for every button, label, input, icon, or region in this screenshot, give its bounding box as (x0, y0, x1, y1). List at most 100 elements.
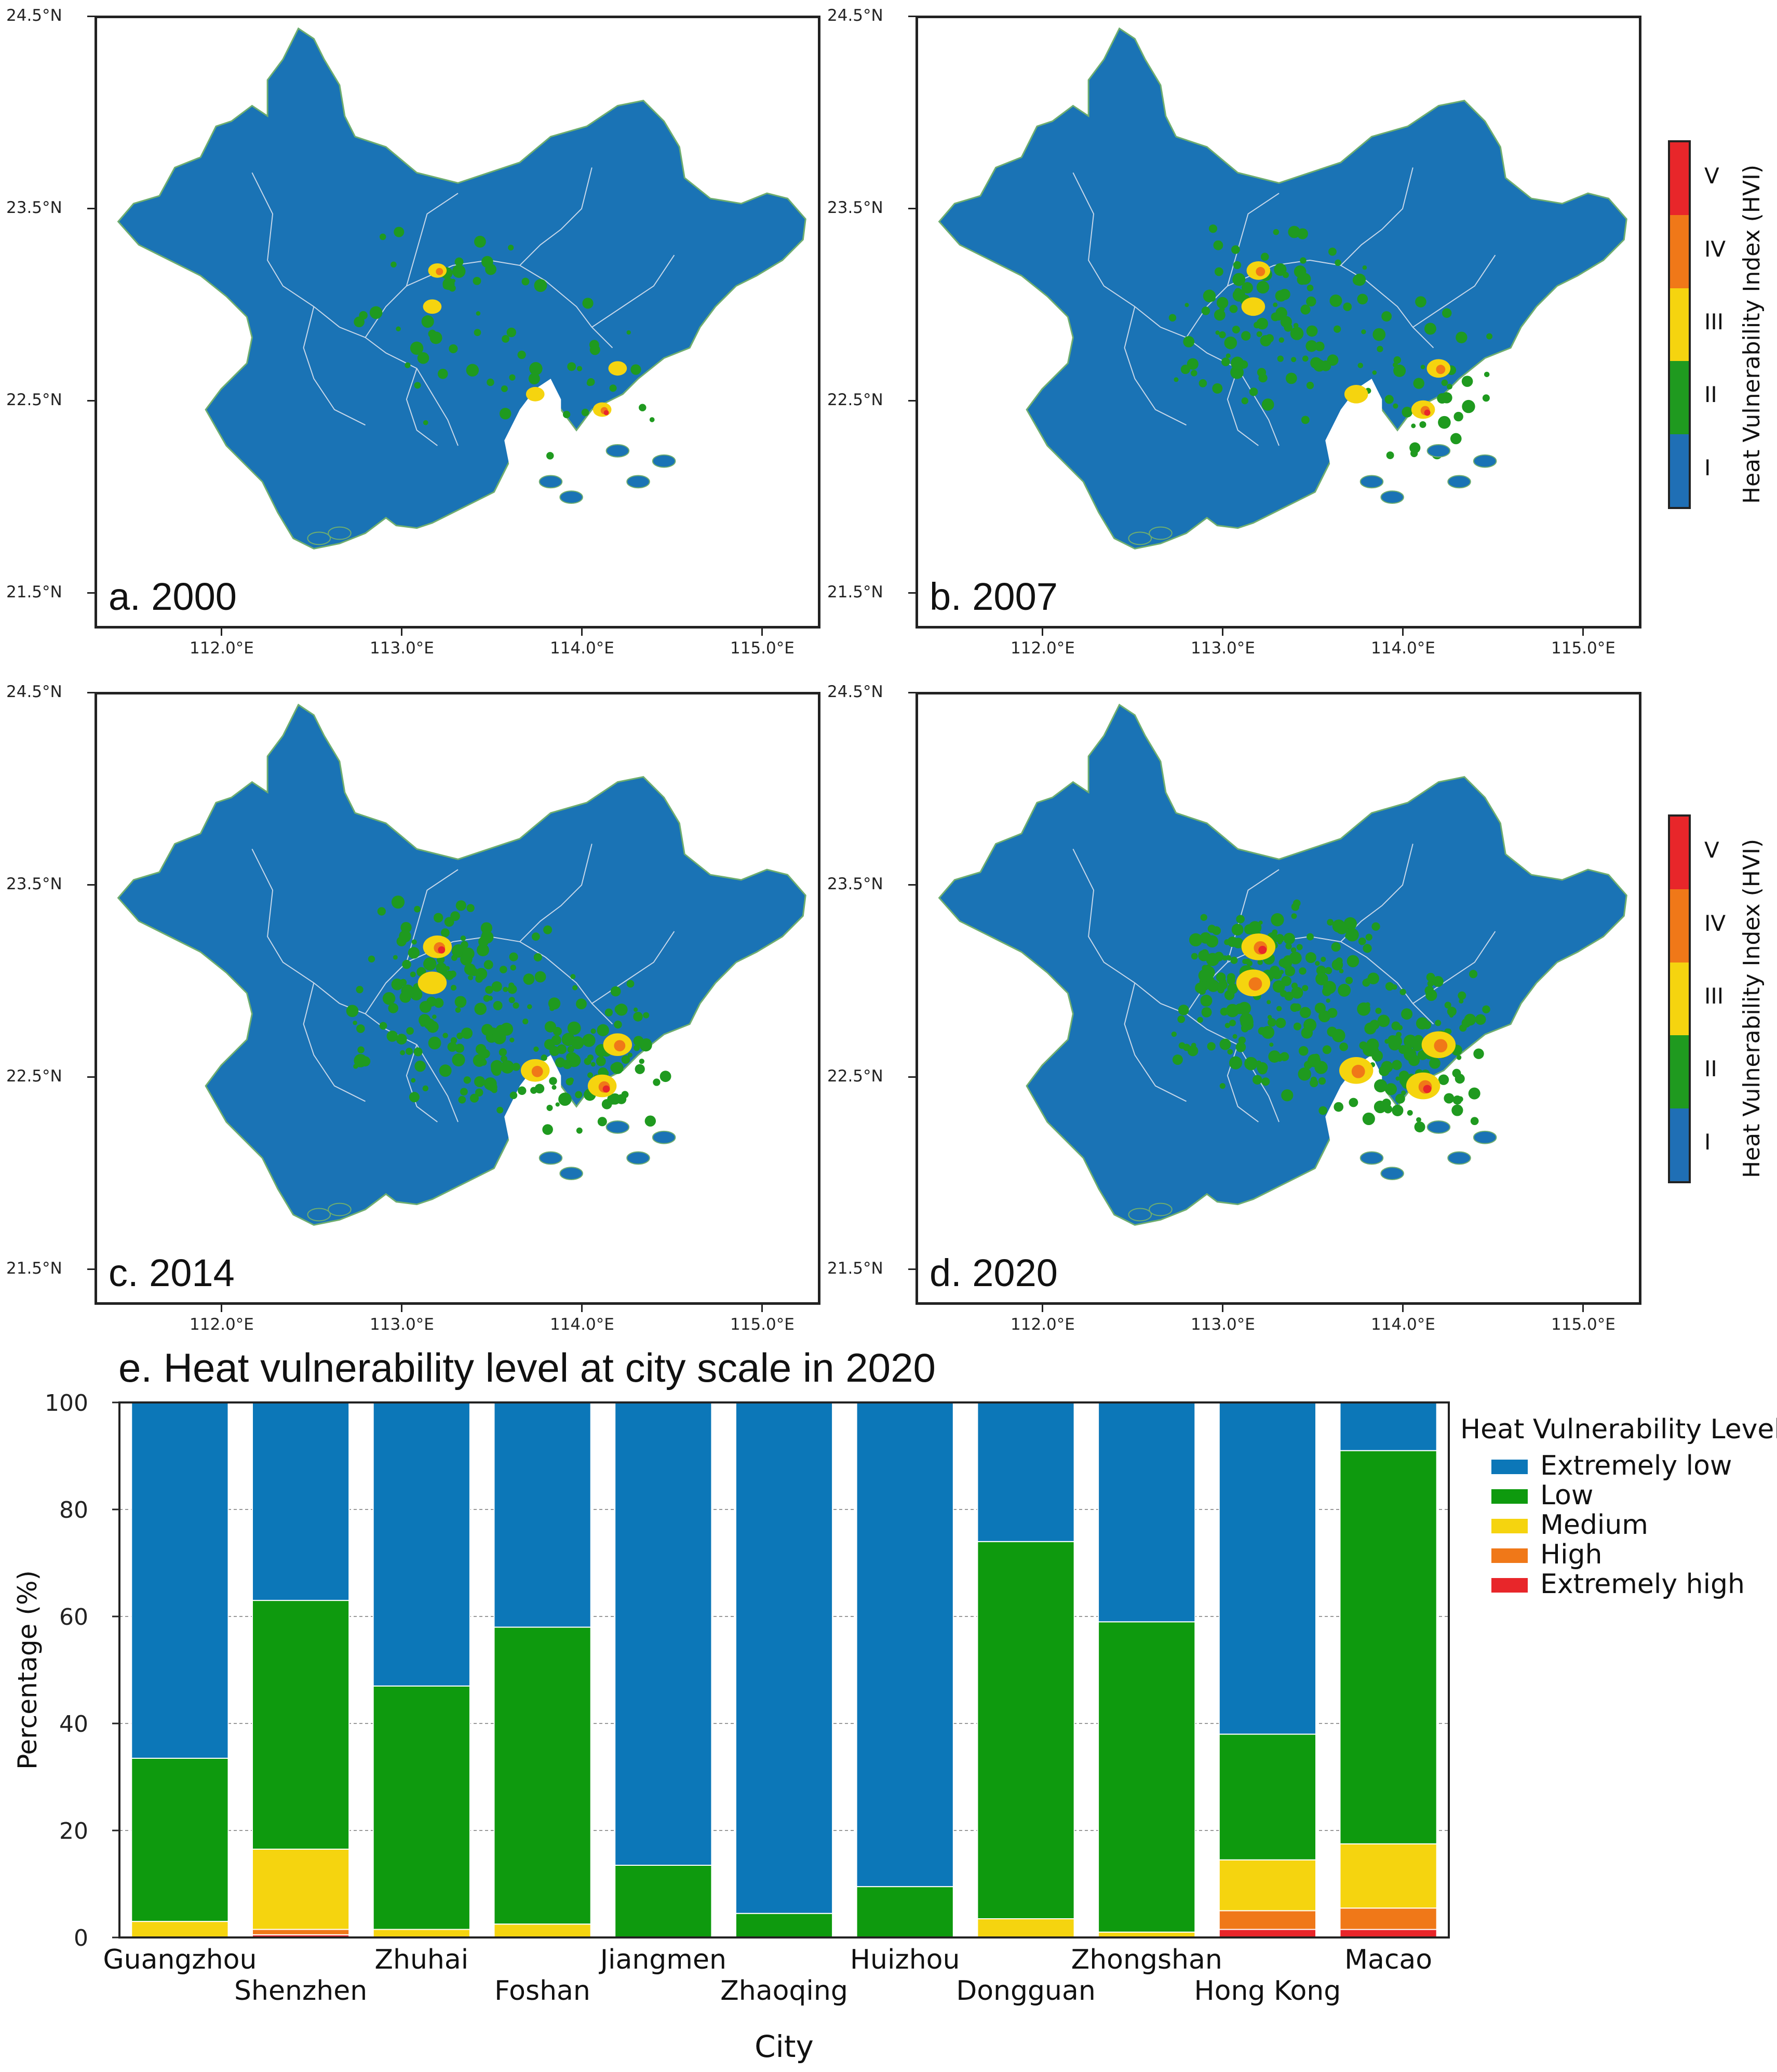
hvi-level-II (534, 1084, 545, 1094)
legend-swatch (1491, 1519, 1528, 1533)
latitude-tick-mark (908, 16, 916, 17)
hvi-level-II (1232, 325, 1240, 334)
hvi-level-II (509, 952, 518, 961)
hvi-level-II (544, 1021, 556, 1033)
colorbar-segment-V (1670, 142, 1689, 216)
city-boundary (519, 265, 613, 349)
latitude-tick-mark (87, 1076, 95, 1078)
longitude-tick-mark (221, 629, 222, 636)
x-tick-label: Macao (1344, 1944, 1432, 1975)
hvi-level-II (442, 278, 455, 290)
hvi-level-II (1395, 1076, 1400, 1081)
hvi-level-II (1464, 1013, 1476, 1026)
hvi-level-II (440, 928, 450, 938)
longitude-tick-label: 113.0°E (370, 639, 434, 658)
hvi-level-II (1299, 273, 1311, 285)
hvi-level-II (1219, 331, 1226, 339)
hvi-level-II (400, 1050, 406, 1055)
hvi-level-II (1241, 397, 1248, 405)
hvi-level-II (1224, 1023, 1230, 1028)
hvi-level-II (414, 382, 421, 389)
bar-segment-low (252, 1600, 350, 1850)
legend-title: Heat Vulnerability Level (1460, 1414, 1777, 1445)
island (1426, 1120, 1451, 1134)
hvi-level-II (597, 1024, 609, 1037)
hvi-level-II (1260, 252, 1269, 261)
hvi-level-II (1374, 1079, 1388, 1093)
hvi-level-II (1272, 980, 1285, 993)
hvi-level-II (473, 276, 481, 285)
pearl-river-estuary (504, 379, 561, 466)
hvi-level-II (1230, 365, 1244, 379)
latitude-tick-mark (908, 884, 916, 886)
hvi-level-II (1306, 296, 1316, 307)
hvi-level-II (1273, 229, 1280, 235)
hvi-level-II (1183, 1044, 1191, 1051)
longitude-tick-label: 114.0°E (550, 639, 614, 658)
hvi-level-II (458, 1095, 466, 1104)
hvi-level-II (1419, 421, 1426, 428)
colorbar-level-label: IV (1704, 236, 1726, 262)
hvi-level-II (413, 1047, 423, 1057)
hvi-level-II (509, 1037, 515, 1042)
hvi-level-II (1357, 363, 1364, 368)
hvi-level-II (1214, 952, 1224, 961)
hvi-level-II (464, 963, 476, 975)
hvi-level-II (1224, 336, 1237, 350)
hvi-level-II (410, 971, 416, 978)
hvi-level-II (1306, 381, 1314, 390)
hvi-level-II (1327, 1008, 1338, 1018)
hvi-level-II (379, 1022, 387, 1030)
city-boundary (406, 193, 459, 286)
hvi-level-II (1290, 947, 1297, 953)
hvi-level-II (1206, 935, 1219, 948)
hvi-level-II (567, 362, 576, 371)
hvi-level-II (1249, 387, 1258, 396)
hvi-level-II (1315, 972, 1328, 985)
hvi-level-II (551, 1035, 561, 1046)
hvi-level-II (1441, 379, 1448, 386)
hvi-level-II (649, 417, 655, 422)
hvi-level-II (1241, 331, 1251, 341)
hvi-level-II (463, 1076, 471, 1084)
hvi-level-II (1271, 913, 1284, 927)
hvi-level-II (1377, 345, 1383, 353)
hvi-level-II (1484, 371, 1490, 378)
hvi-level-II (543, 925, 553, 934)
hvi-level-II (500, 408, 511, 420)
hvi-level-II (1315, 341, 1325, 352)
hvi-level-II (410, 341, 424, 355)
hvi-level-II (1469, 970, 1478, 979)
hvi-level-II (1442, 308, 1452, 318)
hvi-level-II (417, 352, 429, 364)
longitude-tick-label: 112.0°E (190, 1315, 254, 1334)
hvi-level-II (1331, 959, 1343, 971)
hvi-level-II (1322, 1045, 1331, 1054)
hvi-level-II (1327, 919, 1334, 926)
hvi-level-II (1258, 373, 1268, 383)
hvi-level-II (630, 364, 641, 375)
island (539, 475, 563, 489)
city-boundary (303, 983, 366, 1102)
hvi-level-II (1191, 370, 1197, 377)
hvi-level-II (1426, 972, 1435, 982)
hvi-level-II (1371, 922, 1380, 931)
longitude-tick-label: 114.0°E (1371, 1315, 1435, 1334)
hvi-level-II (1200, 994, 1213, 1007)
hvi-level-II (1235, 1042, 1246, 1052)
hvi-level-II (1276, 308, 1287, 319)
hvi-level-II (527, 1004, 532, 1009)
hvi-level-II (1220, 1007, 1229, 1016)
bar-segment-extremely-low (493, 1402, 591, 1628)
hvi-level-II (549, 1077, 557, 1085)
latitude-tick-mark (87, 884, 95, 886)
hvi-level-II (1299, 1007, 1311, 1019)
hvi-level-II (1296, 944, 1303, 951)
hvi-level-II (551, 1085, 557, 1090)
bar-segment-extremely-low (372, 1402, 470, 1687)
hvi-level-II (1289, 952, 1302, 965)
hvi-level-II (1202, 966, 1215, 979)
hvi-level-II (1388, 1035, 1398, 1046)
hvi-level-II (483, 960, 493, 970)
